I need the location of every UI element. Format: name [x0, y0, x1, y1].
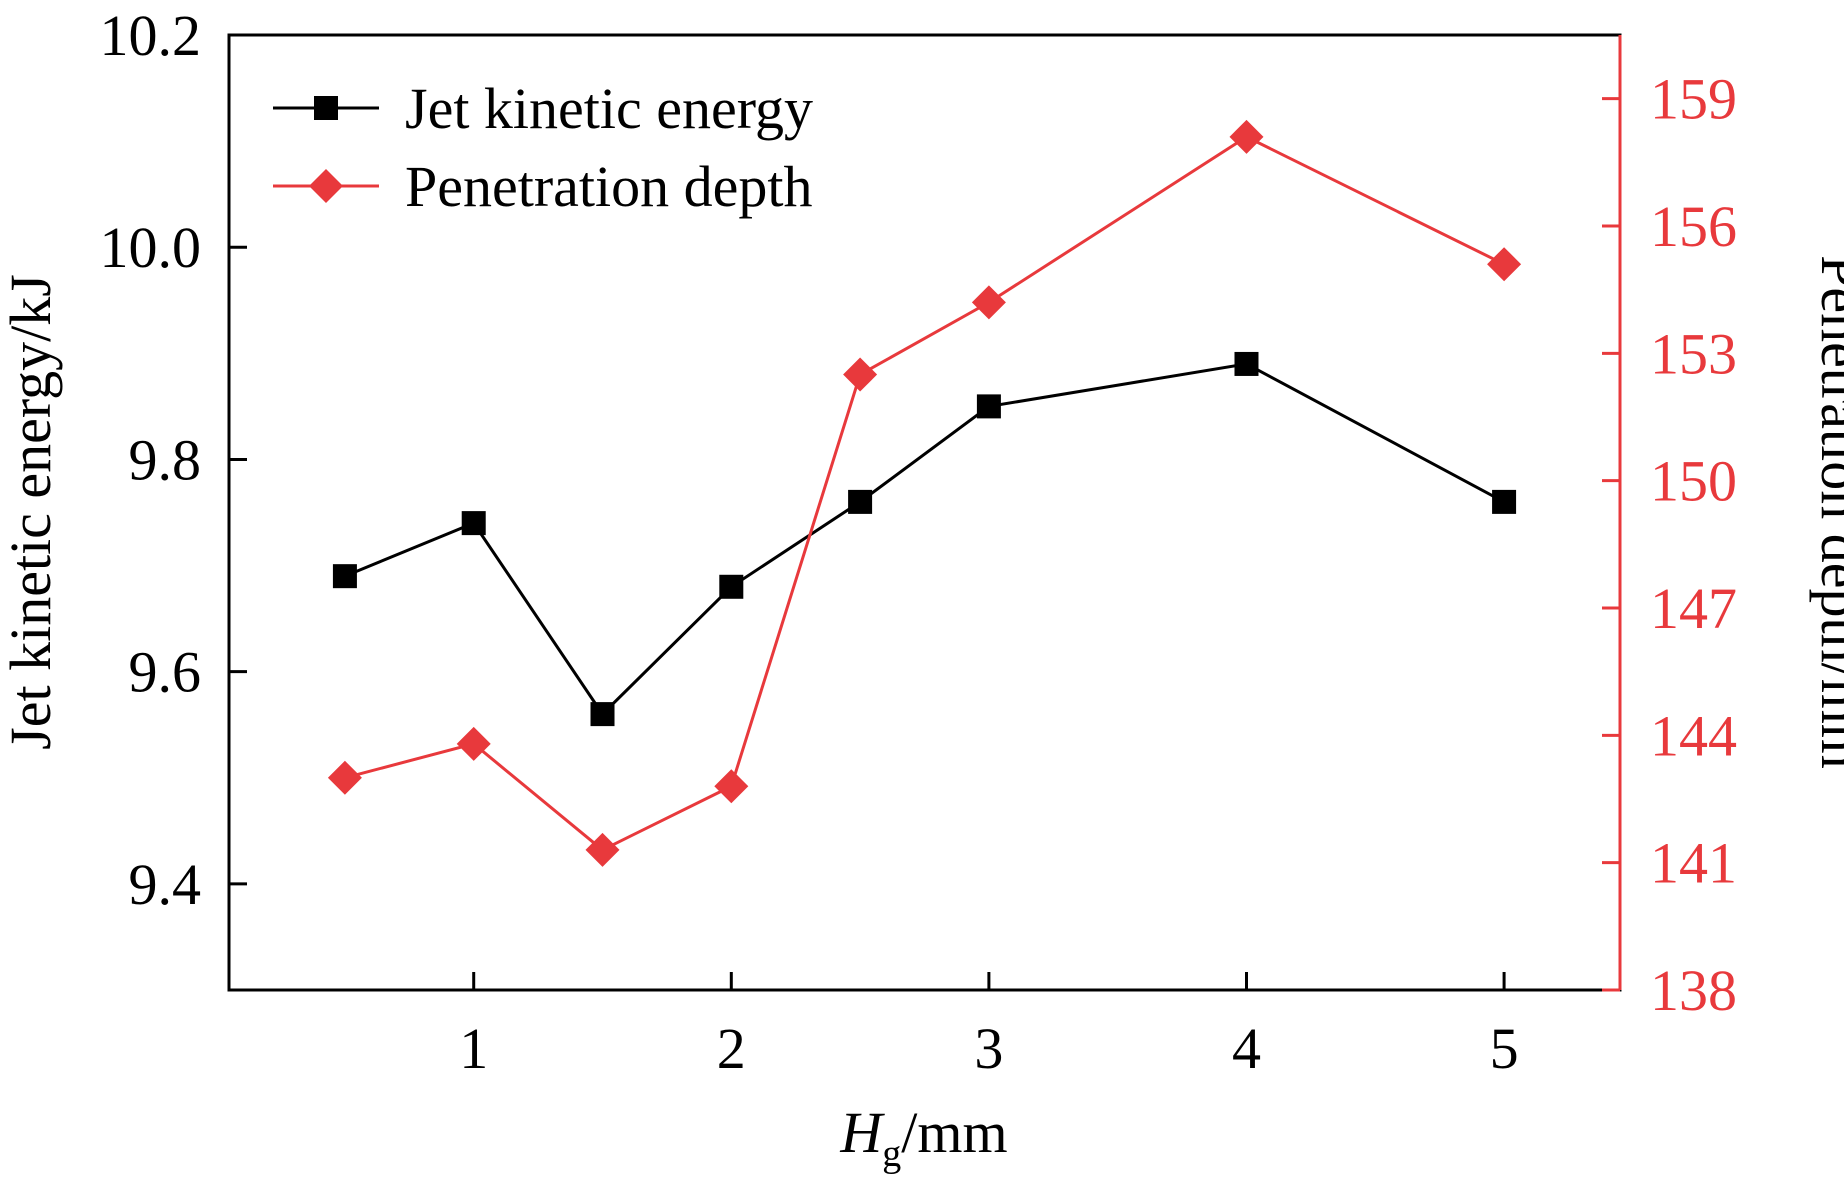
data-point-jet-kinetic-energy: [590, 702, 615, 727]
right-y-tick-label: 144: [1650, 703, 1737, 768]
data-point-penetration-depth: [714, 769, 749, 804]
x-tick-label: 2: [717, 1016, 746, 1081]
right-y-tick-label: 150: [1650, 449, 1737, 514]
x-tick-label: 5: [1490, 1016, 1519, 1081]
data-point-jet-kinetic-energy: [332, 564, 357, 589]
left-y-tick-label: 9.4: [129, 852, 202, 917]
series-layer: [327, 119, 1522, 867]
series-line-penetration-depth: [344, 135, 1505, 852]
right-y-tick-label: 147: [1650, 576, 1737, 641]
right-y-tick-label: 156: [1650, 194, 1737, 259]
data-point-penetration-depth: [1229, 119, 1264, 154]
data-point-jet-kinetic-energy: [1492, 489, 1517, 514]
data-point-penetration-depth: [843, 357, 878, 392]
data-point-penetration-depth: [585, 832, 620, 867]
x-axis: 1 2 3 4 5: [459, 972, 1519, 1081]
left-y-tick-label: 10.0: [100, 215, 202, 280]
series-line-jet-kinetic-energy: [344, 362, 1505, 717]
right-y-axis-title: Penetration depth/mm: [1809, 255, 1844, 769]
x-tick-label: 1: [459, 1016, 488, 1081]
x-axis-title: Hg/mm: [839, 1100, 1007, 1175]
x-tick-label: 4: [1232, 1016, 1261, 1081]
legend-label-jet-kinetic-energy: Jet kinetic energy: [405, 76, 813, 141]
legend: Jet kinetic energy Penetration depth: [273, 76, 813, 219]
legend-marker-penetration-depth: [309, 169, 343, 203]
left-y-axis-title: Jet kinetic energy/kJ: [0, 274, 63, 750]
data-point-jet-kinetic-energy: [719, 574, 744, 599]
data-point-jet-kinetic-energy: [461, 511, 486, 536]
data-point-jet-kinetic-energy: [1234, 351, 1259, 376]
data-point-jet-kinetic-energy: [848, 489, 873, 514]
left-y-tick-label: 9.6: [129, 640, 202, 705]
data-point-penetration-depth: [971, 285, 1006, 320]
legend-marker-jet-kinetic-energy: [314, 96, 338, 120]
data-point-penetration-depth: [456, 726, 491, 761]
data-point-penetration-depth: [327, 760, 362, 795]
legend-label-penetration-depth: Penetration depth: [405, 154, 813, 219]
right-y-axis: 138 141 144 147 150 153 156 159: [1602, 67, 1737, 1023]
right-y-tick-label: 141: [1650, 831, 1737, 896]
right-y-tick-label: 159: [1650, 67, 1737, 132]
left-y-tick-label: 9.8: [129, 427, 202, 492]
left-y-tick-label: 10.2: [100, 3, 202, 68]
left-y-axis: 9.4 9.6 9.8 10.0 10.2: [100, 3, 247, 917]
x-tick-label: 3: [974, 1016, 1003, 1081]
right-y-tick-label: 138: [1650, 958, 1737, 1023]
data-point-penetration-depth: [1487, 247, 1522, 282]
data-point-jet-kinetic-energy: [976, 394, 1001, 419]
right-y-tick-label: 153: [1650, 321, 1737, 386]
